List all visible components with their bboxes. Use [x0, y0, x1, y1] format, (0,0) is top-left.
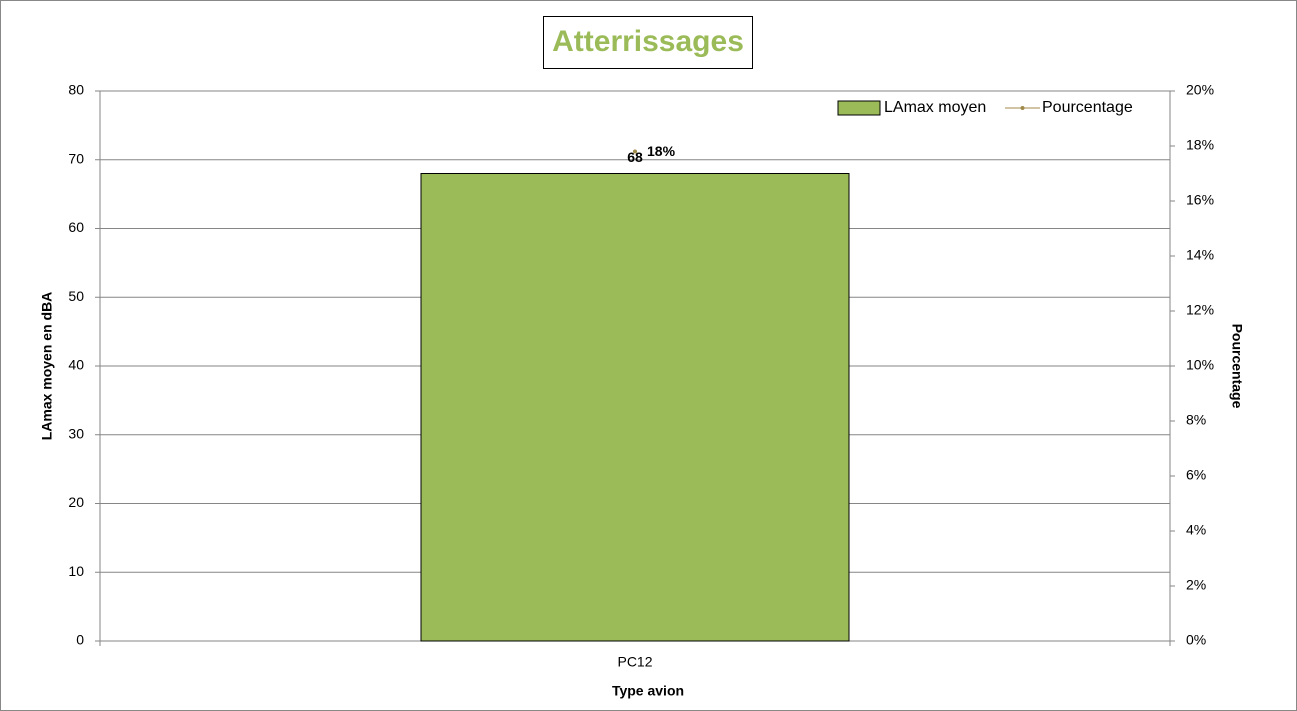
y2-tick-label: 8% [1186, 412, 1206, 428]
y-axis-label: LAmax moyen en dBA [39, 292, 55, 441]
bar [420, 173, 850, 642]
legend-swatch [837, 100, 881, 116]
y2-tick-label: 2% [1186, 577, 1206, 593]
y2-tick-label: 14% [1186, 247, 1214, 263]
y-tick-label: 30 [68, 425, 84, 441]
title-box [543, 16, 753, 69]
y-tick-label: 70 [68, 150, 84, 166]
y-tick-label: 50 [68, 288, 84, 304]
y2-tick-label: 0% [1186, 632, 1206, 648]
data-label: 68 [627, 149, 643, 165]
y-tick-label: 40 [68, 357, 84, 373]
y-tick-label: 0 [76, 632, 84, 648]
y2-tick-label: 12% [1186, 302, 1214, 318]
y-tick-label: 60 [68, 219, 84, 235]
data-label: 18% [647, 143, 676, 159]
y-tick-label: 80 [68, 82, 84, 98]
y2-tick-label: 20% [1186, 82, 1214, 98]
x-axis-label: Type avion [612, 683, 684, 699]
x-tick-label: PC12 [617, 654, 652, 670]
legend-marker [1020, 106, 1025, 110]
legend-label: Pourcentage [1042, 99, 1133, 116]
y2-tick-label: 6% [1186, 467, 1206, 483]
y-tick-label: 20 [68, 494, 84, 510]
y2-tick-label: 4% [1186, 522, 1206, 538]
legend-label: LAmax moyen [884, 99, 986, 116]
y2-tick-label: 16% [1186, 192, 1214, 208]
y2-tick-label: 10% [1186, 357, 1214, 373]
y2-axis-label: Pourcentage [1229, 324, 1245, 409]
y-tick-label: 10 [68, 563, 84, 579]
y2-tick-label: 18% [1186, 137, 1214, 153]
chart-title: Atterrissages [552, 25, 744, 58]
line-marker [633, 149, 637, 154]
